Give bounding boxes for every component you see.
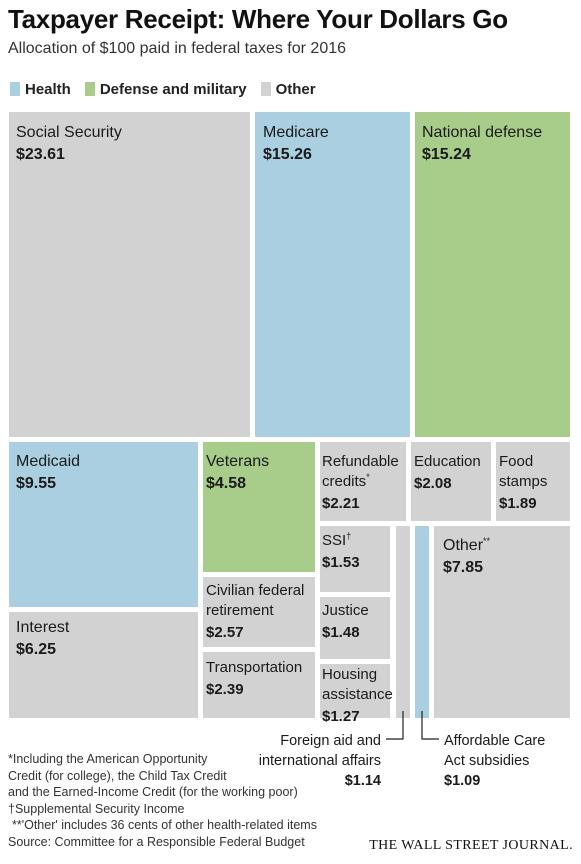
tile-label-justice: Justice (322, 602, 369, 619)
tile-label-food-stamps: Food stamps (499, 453, 547, 490)
tile-value-other: $7.85 (443, 559, 483, 576)
legend-label-defense: Defense and military (99, 80, 247, 98)
tile-label-transportation: Transportation (206, 659, 302, 676)
tile-value-transportation: $2.39 (206, 681, 244, 698)
footnote-marker: † (346, 531, 351, 541)
legend-label-other: Other (275, 80, 316, 98)
tile-value-medicare: $15.26 (263, 146, 312, 163)
tile-rect-refundable-credits (320, 442, 406, 521)
tile-rect-foreign-aid-and-international-affairs (396, 526, 410, 718)
legend: Health Defense and military Other (10, 80, 330, 98)
tile-foreign-aid-and-international-affairs (396, 526, 410, 718)
tile-rect-education (411, 442, 491, 521)
tile-label-foreign-aid-and-international-affairs: Foreign aid and international affairs (259, 733, 381, 769)
tile-medicaid (9, 442, 198, 607)
tile-rect-food-stamps (496, 442, 570, 521)
tile-label-ssi: SSI† (322, 531, 351, 549)
tile-food-stamps (496, 442, 570, 521)
tile-value-civilian-federal-retirement: $2.57 (206, 624, 244, 641)
tile-rect-justice (320, 597, 390, 659)
tile-value-social-security: $23.61 (16, 146, 65, 163)
tile-rect-interest (9, 612, 198, 718)
tile-label-social-security: Social Security (16, 124, 122, 141)
footnote-refundable-credits-2: Credit (for college), the Child Tax Cred… (8, 768, 227, 783)
footnote-other: **'Other' includes 36 cents of other hea… (12, 818, 317, 832)
legend-label-health: Health (25, 80, 71, 98)
tile-value-refundable-credits: $2.21 (322, 495, 360, 512)
tile-value-education: $2.08 (414, 475, 452, 492)
tile-value-affordable-care-act-subsidies: $1.09 (444, 773, 480, 789)
tile-label-refundable-credits: Refundable credits* (322, 453, 399, 490)
tile-label-affordable-care-act-subsidies: Affordable Care Act subsidies (444, 733, 545, 769)
tile-rect-transportation (203, 652, 315, 718)
chart-subtitle: Allocation of $100 paid in federal taxes… (8, 40, 347, 57)
tile-education (411, 442, 491, 521)
tile-rect-social-security (9, 112, 250, 437)
tile-value-ssi: $1.53 (322, 554, 360, 571)
footnote-refundable-credits-1: *Including the American Opportunity (8, 752, 208, 766)
tile-label-civilian-federal-retirement: Civilian federal retirement (206, 582, 304, 619)
tile-refundable-credits (320, 442, 406, 521)
tile-label-other: Other** (443, 536, 491, 554)
source-note: Source: Committee for a Responsible Fede… (8, 834, 305, 849)
tile-rect-medicare (255, 112, 410, 437)
tile-rect-other (434, 526, 570, 718)
tile-civilian-federal-retirement (203, 577, 315, 647)
footnote-marker: ** (483, 536, 491, 546)
tile-label-education: Education (414, 453, 481, 470)
tile-veterans (203, 442, 315, 572)
footnote-refundable-credits-3: and the Earned-Income Credit (for the wo… (8, 785, 298, 799)
tile-rect-housing-assistance (320, 664, 390, 718)
tile-housing-assistance (320, 664, 390, 718)
legend-item-other: Other (260, 80, 316, 98)
tile-value-housing-assistance: $1.27 (322, 708, 360, 725)
tile-value-foreign-aid-and-international-affairs: $1.14 (345, 773, 381, 789)
legend-item-health: Health (10, 81, 71, 98)
tile-rect-civilian-federal-retirement (203, 577, 315, 647)
tile-label-housing-assistance: Housing assistance (322, 666, 393, 703)
tile-label-national-defense: National defense (422, 124, 542, 141)
tile-national-defense (415, 112, 570, 437)
tile-rect-ssi (320, 526, 390, 592)
tile-label-veterans: Veterans (206, 453, 269, 470)
tile-medicare (255, 112, 410, 437)
footnotes: *Including the American Opportunity Cred… (8, 751, 317, 850)
tile-transportation (203, 652, 315, 718)
tile-rect-veterans (203, 442, 315, 572)
legend-swatch-health (10, 82, 20, 96)
tile-value-food-stamps: $1.89 (499, 495, 537, 512)
tile-value-interest: $6.25 (16, 641, 56, 658)
publisher-logo: THE WALL STREET JOURNAL. (369, 838, 573, 853)
tile-value-veterans: $4.58 (206, 475, 246, 492)
tile-rect-national-defense (415, 112, 570, 437)
tile-rect-medicaid (9, 442, 198, 607)
tile-label-medicare: Medicare (263, 124, 329, 141)
tile-value-medicaid: $9.55 (16, 475, 56, 492)
legend-swatch-other (260, 82, 271, 96)
leader-line-foreign-aid (386, 711, 404, 740)
tile-social-security (9, 112, 250, 437)
tile-other (434, 526, 570, 718)
legend-swatch-defense (84, 82, 95, 96)
leader-line-aca-subsidies (421, 711, 439, 740)
footnote-marker: * (366, 472, 370, 482)
tile-ssi (320, 526, 390, 592)
tile-label-medicaid: Medicaid (16, 453, 80, 470)
footnote-ssi: †Supplemental Security Income (8, 801, 185, 816)
tile-affordable-care-act-subsidies (415, 526, 429, 718)
tile-justice (320, 597, 390, 659)
chart-title: Taxpayer Receipt: Where Your Dollars Go (8, 4, 508, 34)
legend-item-defense: Defense and military (84, 80, 247, 98)
tile-interest (9, 612, 198, 718)
tile-value-national-defense: $15.24 (422, 146, 471, 163)
tile-rect-affordable-care-act-subsidies (415, 526, 429, 718)
tile-value-justice: $1.48 (322, 624, 360, 641)
tile-label-interest: Interest (16, 619, 70, 636)
